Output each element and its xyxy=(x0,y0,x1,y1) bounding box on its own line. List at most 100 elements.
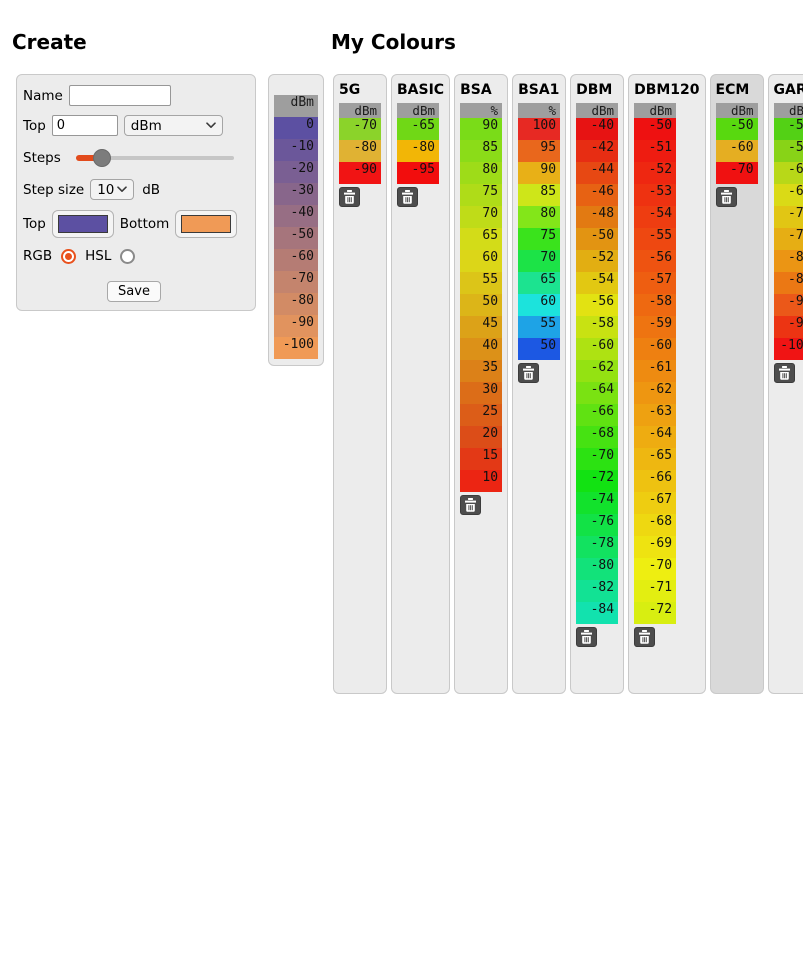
colour-scale-title: 5G xyxy=(339,82,361,98)
colour-scale-cell: -90 xyxy=(773,294,803,316)
colour-scale-panel: DBM120 dBm -50 -51 -52 -53 -54 -55 -56 -57 -58 -5… xyxy=(628,74,706,694)
colour-scale-cell: 65 xyxy=(518,272,561,294)
colour-scale-cell: 90 xyxy=(518,162,561,184)
slider-track[interactable] xyxy=(75,156,234,160)
colour-scale-cell: -54 xyxy=(634,206,677,228)
colour-scale-cell: -80 xyxy=(397,140,439,162)
colour-scale-cell: -80 xyxy=(576,558,619,580)
slider-thumb[interactable] xyxy=(92,149,111,167)
colour-scale-unit-header: dBm xyxy=(397,103,439,118)
colour-scale-title: BASIC xyxy=(397,82,445,98)
colour-scale-cells: -50 -60 -70 xyxy=(715,118,758,184)
colour-scale-cell: -69 xyxy=(634,536,677,558)
colour-scale-cell: -50 xyxy=(576,228,619,250)
delete-colour-button[interactable] xyxy=(518,363,540,383)
colour-scale-cell: -74 xyxy=(576,492,619,514)
preview-scale-cell: -90 xyxy=(274,315,318,337)
colour-scale-cell: -70 xyxy=(576,448,619,470)
colour-scale-unit-header: dBm xyxy=(634,103,677,118)
colour-scale-cell: 70 xyxy=(518,250,561,272)
create-row: Name Top dBm Steps xyxy=(16,74,324,366)
top-label: Top xyxy=(23,117,46,134)
create-form-panel: Name Top dBm Steps xyxy=(16,74,256,311)
colour-scale-cell: -67 xyxy=(634,492,677,514)
colour-scale-unit-header: dBm xyxy=(773,103,803,118)
bottom-colour-chip xyxy=(181,215,232,233)
preview-unit-header: dBm xyxy=(274,95,318,117)
step-size-unit-label: dB xyxy=(142,181,161,198)
colour-scale-panel: BSA % 90 85 80 75 70 65 60 55 50 45 40 35 30 25 20 15 10 xyxy=(454,74,509,694)
delete-colour-button[interactable] xyxy=(460,495,482,515)
colour-scale-cell: 70 xyxy=(460,206,503,228)
colour-scale-cell: -42 xyxy=(576,140,619,162)
colour-scale-cell: -50 xyxy=(634,118,677,140)
colour-scale-cell: -70 xyxy=(634,558,677,580)
colour-scale-cells: -50-55-60-65-70-75-80-85-90-95-100 xyxy=(773,118,803,360)
colour-scale-cell: -68 xyxy=(634,514,677,536)
colour-scale-cell: 85 xyxy=(518,184,561,206)
colour-scale-cell: -80 xyxy=(773,250,803,272)
colour-scale-cell: -58 xyxy=(576,316,619,338)
step-size-select[interactable]: 10 xyxy=(90,179,135,200)
delete-colour-button[interactable] xyxy=(339,187,360,207)
colour-scale-cell: 90 xyxy=(460,118,503,140)
colour-scale-cell: -65 xyxy=(773,184,803,206)
delete-colour-button[interactable] xyxy=(576,627,598,647)
steps-slider[interactable] xyxy=(75,148,234,168)
colour-scale-cell: 35 xyxy=(460,360,503,382)
hsl-label: HSL xyxy=(85,248,112,264)
colour-scale-cell: 45 xyxy=(460,316,503,338)
colour-scale-cell: -84 xyxy=(576,602,619,624)
colour-scale-cell: -71 xyxy=(634,580,677,602)
colour-scale-cell: -61 xyxy=(634,360,677,382)
preview-scale-cell: -10 xyxy=(274,139,318,161)
colour-scale-cells: -65 -80 -95 xyxy=(397,118,444,184)
chevron-down-icon xyxy=(117,186,128,192)
colour-scale-cell: -78 xyxy=(576,536,619,558)
colour-scale-title: DBM xyxy=(576,82,613,98)
colour-scale-cell: 100 xyxy=(518,118,561,140)
colour-scale-cell: 75 xyxy=(518,228,561,250)
colour-scale-cell: 75 xyxy=(460,184,503,206)
colour-scale-cell: -53 xyxy=(634,184,677,206)
slider-fill xyxy=(75,155,103,161)
colour-scale-cell: 60 xyxy=(518,294,561,316)
top-colour-picker[interactable] xyxy=(51,210,114,238)
delete-colour-button[interactable] xyxy=(715,187,737,207)
colour-scale-cell: -50 xyxy=(715,118,758,140)
name-input[interactable] xyxy=(68,85,171,106)
colour-scale-cell: -40 xyxy=(576,118,619,140)
colour-scale-cell: 55 xyxy=(518,316,561,338)
unit-select[interactable]: dBm xyxy=(123,115,223,136)
preview-scale-cell: -100 xyxy=(274,337,318,359)
unit-select-value: dBm xyxy=(130,117,162,134)
colour-scale-cell: -64 xyxy=(634,426,677,448)
top-colour-label: Top xyxy=(23,216,46,232)
colour-scale-cells: 90 85 80 75 70 65 60 55 50 45 40 35 30 25 20 15 10 xyxy=(460,118,503,492)
delete-colour-button[interactable] xyxy=(634,627,656,647)
delete-colour-button[interactable] xyxy=(773,363,795,383)
colour-scale-cell: -68 xyxy=(576,426,619,448)
colour-scale-cell: -65 xyxy=(397,118,439,140)
preview-scale-cell: 0 xyxy=(274,117,318,139)
colour-scale-cell: 80 xyxy=(460,162,503,184)
delete-colour-button[interactable] xyxy=(397,187,418,207)
colour-scale-cell: -72 xyxy=(634,602,677,624)
trash-icon xyxy=(465,498,477,512)
hsl-radio[interactable] xyxy=(120,248,136,264)
colour-scale-cell: -66 xyxy=(634,470,677,492)
colour-scale-panel: BASIC dBm -65 -80 -95 xyxy=(391,74,451,694)
colour-scale-cell: -65 xyxy=(634,448,677,470)
colour-scale-cell: 80 xyxy=(518,206,561,228)
colour-scale-cell: -52 xyxy=(576,250,619,272)
bottom-colour-picker[interactable] xyxy=(175,210,238,238)
save-button[interactable]: Save xyxy=(107,281,161,302)
colour-columns: 5G dBm -70 -80 -90 BASIC dBm -65 -80 -95 xyxy=(333,74,803,694)
colour-scale-cell: 50 xyxy=(518,338,561,360)
colour-scale-cells: 100 95 90 85 80 75 70 65 60 55 50 xyxy=(518,118,561,360)
top-value-input[interactable] xyxy=(51,115,118,136)
top-colour-chip xyxy=(57,215,108,233)
rgb-label: RGB xyxy=(23,248,53,264)
colour-scale-cell: -55 xyxy=(634,228,677,250)
rgb-radio[interactable] xyxy=(61,248,77,264)
